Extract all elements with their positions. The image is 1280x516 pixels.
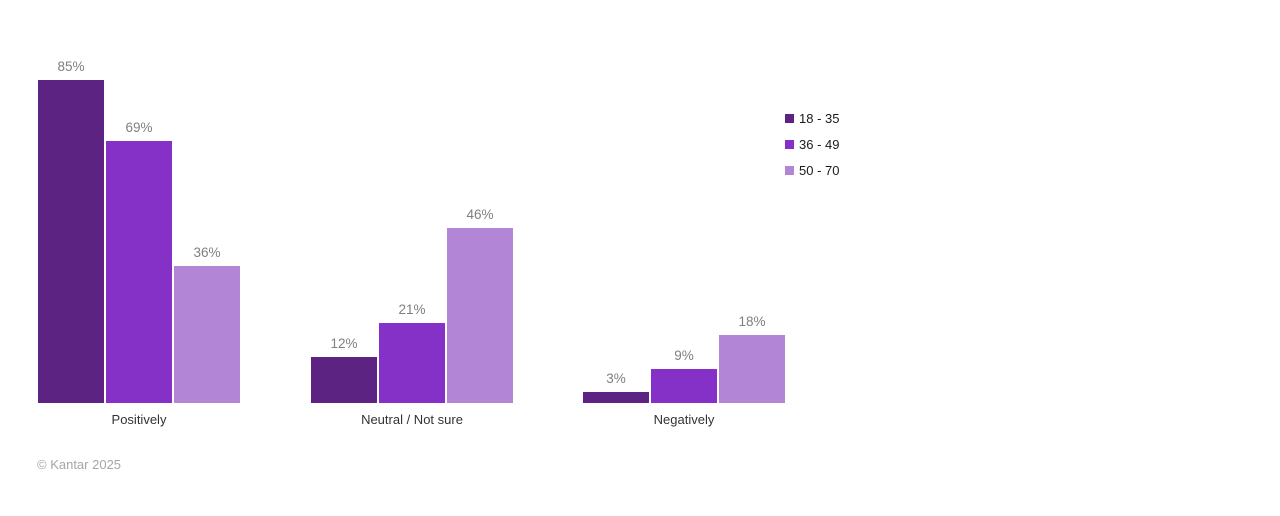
bar <box>447 228 513 403</box>
value-label: 18% <box>738 313 766 329</box>
bar-column: 69% <box>106 120 172 403</box>
legend-item: 50 - 70 <box>785 157 839 183</box>
value-label: 12% <box>330 336 358 352</box>
bar-group: 3% 9% 18% <box>583 314 785 403</box>
bar-column: 3% <box>583 371 649 403</box>
legend-item: 18 - 35 <box>785 105 839 131</box>
bar-group: 85% 69% 36% <box>38 59 240 403</box>
bar-column: 46% <box>447 207 513 403</box>
bar-group: 12% 21% 46% <box>311 207 513 403</box>
bar <box>106 140 172 403</box>
chart-legend: 18 - 35 36 - 49 50 - 70 <box>785 105 839 183</box>
value-label: 36% <box>193 245 221 261</box>
bar <box>174 266 240 403</box>
bar <box>719 334 785 403</box>
category-label: Positively <box>111 412 167 427</box>
legend-swatch-icon <box>785 165 794 175</box>
bar-column: 18% <box>719 314 785 403</box>
value-label: 46% <box>466 207 494 223</box>
legend-label: 18 - 35 <box>799 110 840 126</box>
value-label: 21% <box>398 302 426 318</box>
copyright-note: © Kantar 2025 <box>37 457 122 472</box>
bar-column: 12% <box>311 336 377 403</box>
bar-column: 9% <box>651 348 717 403</box>
bar <box>38 80 104 403</box>
value-label: 3% <box>606 370 626 386</box>
legend-item: 36 - 49 <box>785 131 839 157</box>
legend-label: 50 - 70 <box>799 162 840 178</box>
legend-label: 36 - 49 <box>799 136 840 152</box>
bar <box>311 357 377 403</box>
bar-column: 36% <box>174 245 240 403</box>
category-label: Neutral / Not sure <box>361 412 463 427</box>
bar <box>379 323 445 403</box>
value-label: 9% <box>674 347 694 363</box>
value-label: 69% <box>125 119 153 135</box>
legend-swatch-icon <box>785 113 794 123</box>
category-label: Negatively <box>653 412 715 427</box>
bar <box>583 391 649 403</box>
legend-swatch-icon <box>785 139 794 149</box>
bar <box>651 368 717 403</box>
bar-column: 21% <box>379 302 445 403</box>
value-label: 85% <box>57 59 85 74</box>
bar-column: 85% <box>38 59 104 403</box>
